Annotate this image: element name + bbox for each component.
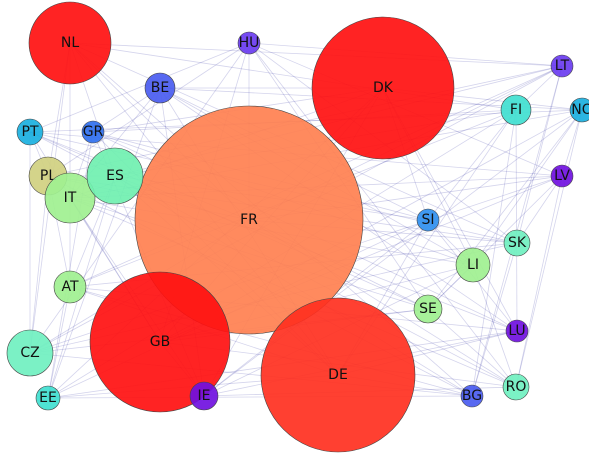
node-label: LT [555, 58, 570, 74]
edge [515, 109, 518, 332]
node [237, 31, 261, 55]
node-label: SE [419, 301, 437, 317]
node [502, 373, 530, 401]
node-label: PL [40, 168, 56, 184]
node-label: EE [39, 390, 57, 406]
node [311, 16, 455, 160]
node [6, 329, 54, 377]
node [569, 97, 589, 123]
edge [47, 87, 161, 399]
edge [515, 109, 583, 388]
node-label: FI [510, 102, 522, 118]
node-label: LU [508, 323, 525, 339]
nodes: FR DK NL GB DE HU BE LT NO FI PT GR PL IT ES LV SI SK LI AT… [6, 1, 589, 453]
edge [516, 175, 563, 244]
node-label: GB [150, 334, 170, 350]
node-label: HU [239, 35, 260, 51]
node-label: SI [421, 212, 434, 228]
node-label: IE [198, 388, 211, 404]
edge [248, 42, 517, 388]
edge [516, 65, 563, 244]
edge [47, 42, 250, 177]
node [503, 229, 531, 257]
node-label: IT [64, 190, 77, 206]
edge [427, 109, 517, 221]
node [16, 118, 44, 146]
node-label: RO [506, 379, 527, 395]
edge [471, 109, 517, 397]
node [89, 271, 231, 413]
edge [29, 42, 250, 133]
node-label: BG [462, 388, 482, 404]
edge [472, 109, 583, 266]
node [189, 381, 219, 411]
edge [47, 286, 71, 399]
edge [427, 175, 563, 310]
node [416, 208, 440, 232]
node [550, 164, 574, 188]
node-label: ES [106, 168, 124, 184]
node-label: GR [83, 124, 104, 140]
node [260, 297, 416, 453]
edge [472, 264, 517, 388]
node [35, 385, 61, 411]
node [44, 172, 96, 224]
node [413, 294, 443, 324]
node-label: NO [571, 102, 589, 118]
edge [47, 131, 94, 399]
node [550, 54, 574, 78]
node-label: CZ [20, 345, 39, 361]
node [134, 105, 364, 335]
node [144, 72, 176, 104]
node-label: DE [328, 367, 348, 383]
edge [471, 242, 518, 397]
node [460, 384, 484, 408]
node [53, 270, 87, 304]
edge [427, 308, 517, 388]
edge [515, 175, 563, 388]
node [86, 147, 144, 205]
edge [427, 109, 583, 310]
node [81, 120, 105, 144]
node-label: NL [61, 35, 79, 51]
node-label: LI [467, 257, 479, 273]
edge [29, 175, 49, 354]
node [455, 247, 491, 283]
node-label: FR [240, 212, 258, 228]
node [505, 319, 529, 343]
node [28, 1, 112, 85]
node-label: BE [151, 80, 169, 96]
node-label: SK [508, 235, 527, 251]
node-label: AT [61, 279, 78, 295]
node-label: LV [554, 168, 570, 184]
node [500, 94, 532, 126]
edge [69, 42, 563, 67]
node-label: DK [373, 80, 394, 96]
node-label: PT [22, 124, 39, 140]
